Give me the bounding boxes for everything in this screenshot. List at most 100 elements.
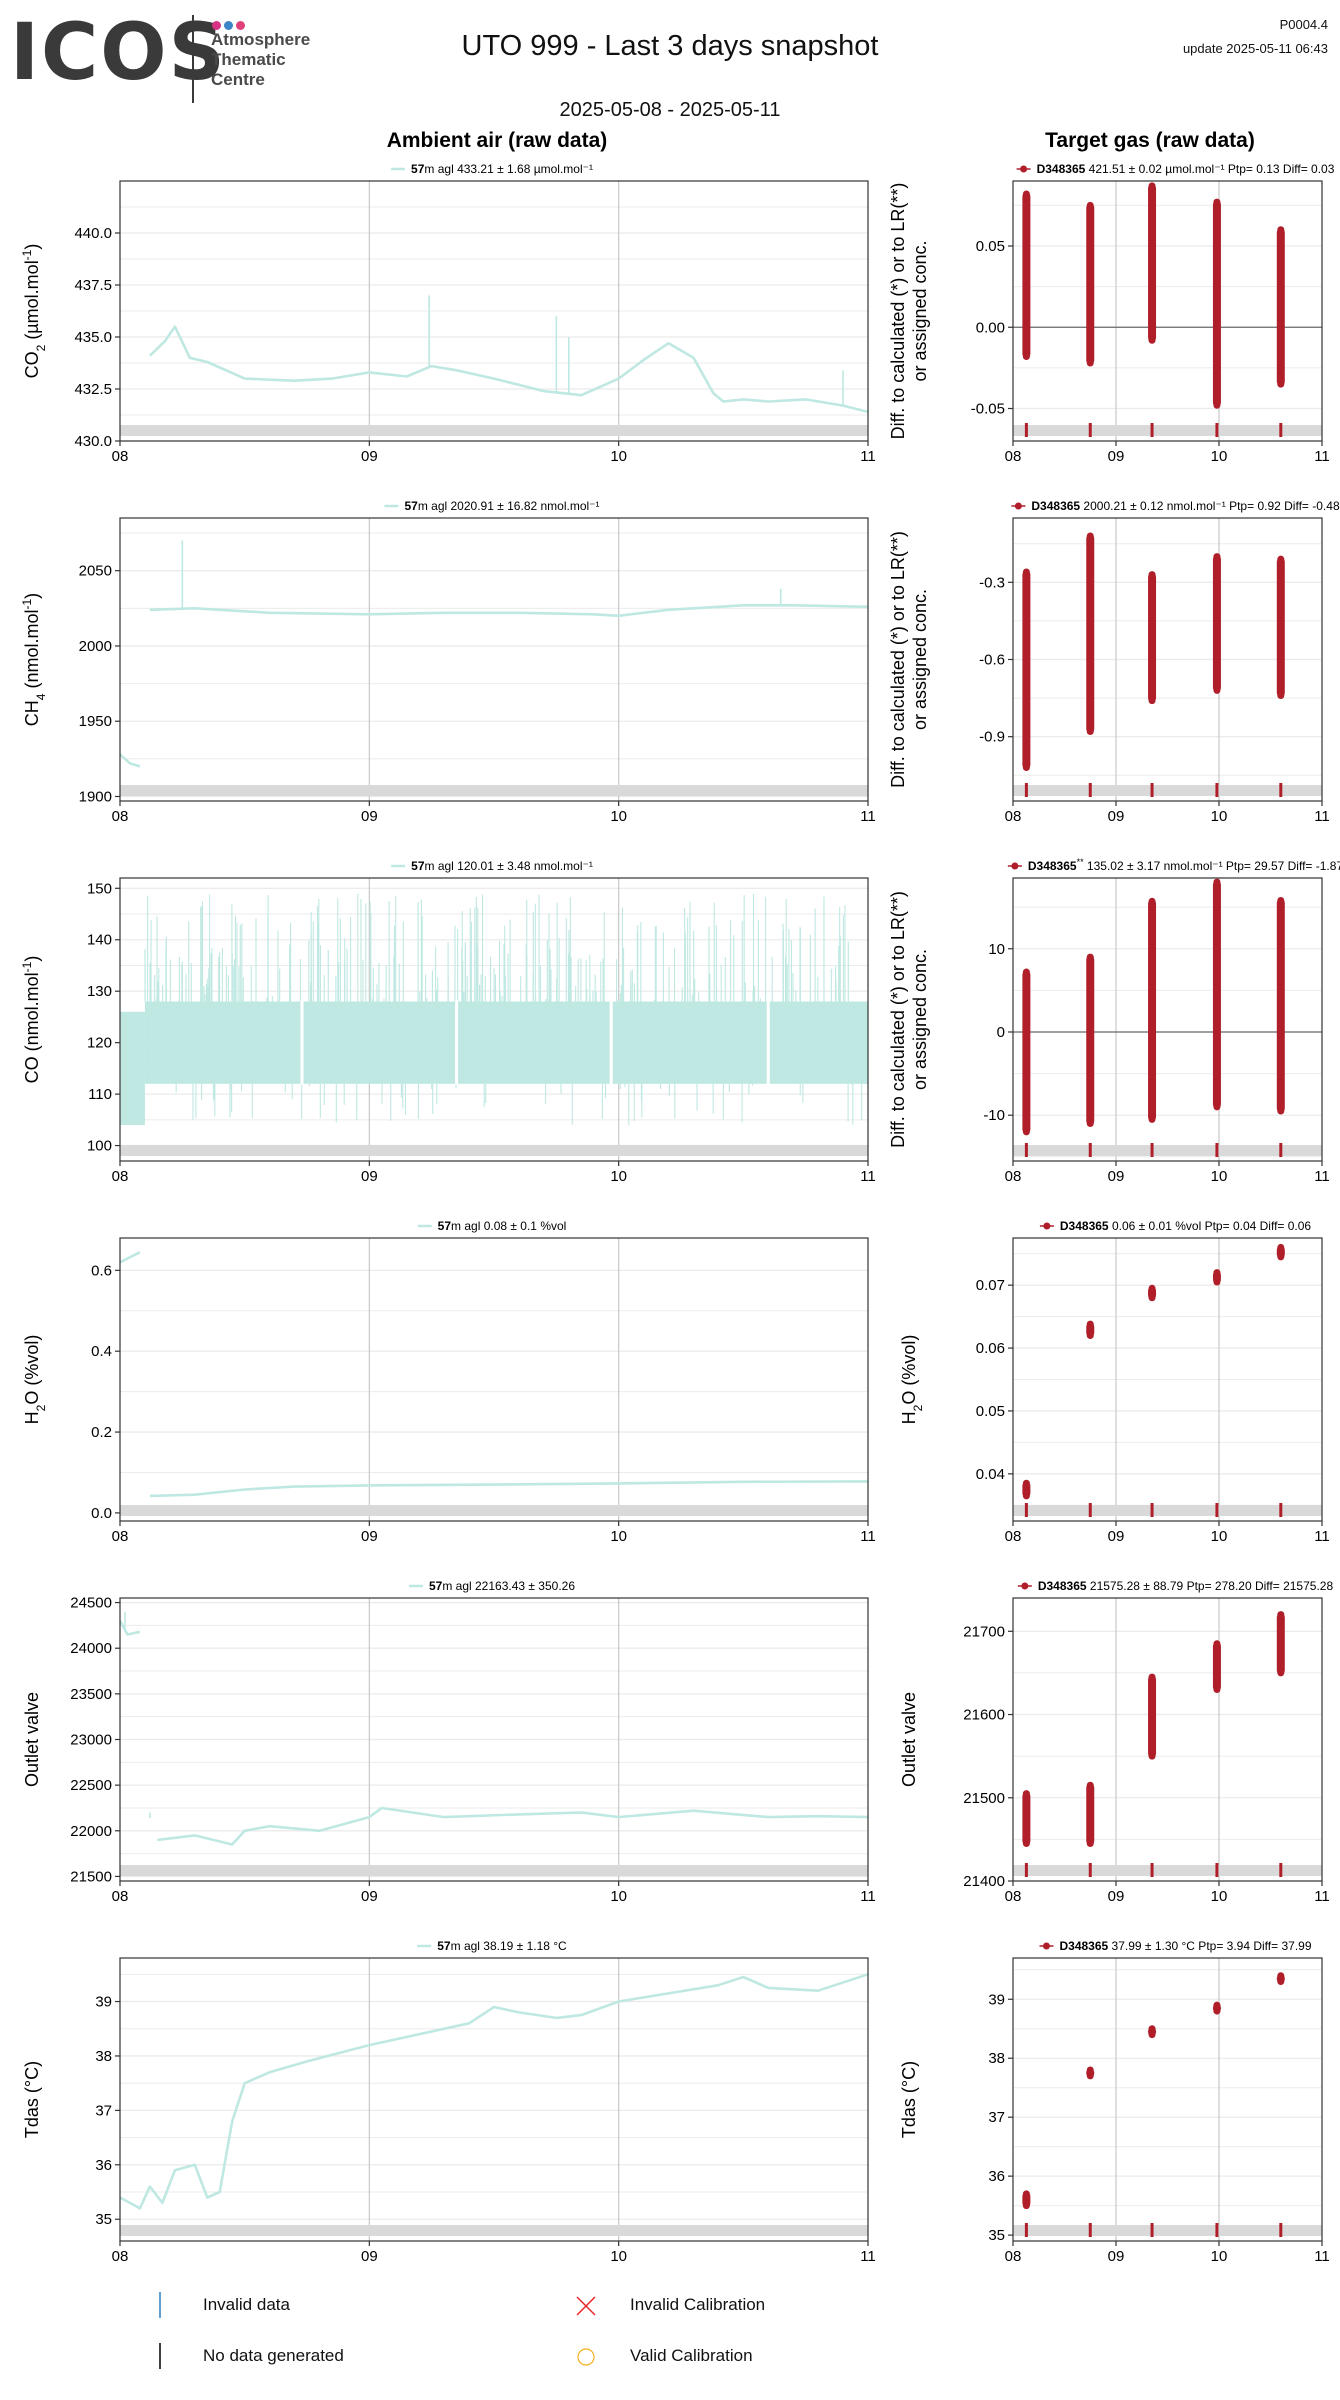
- target-ch4-chart: -0.9 -0.6 -0.3 08 09 10 11 Diff. to calculated …: [888, 499, 1340, 825]
- y-axis-label: or assigned conc.: [910, 949, 930, 1090]
- plot-area: [1013, 878, 1322, 1161]
- x-tick-label: 08: [112, 1528, 129, 1545]
- charts-area: Ambient air (raw data) Target gas (raw da…: [20, 129, 1340, 2265]
- y-tick-label: 100: [87, 1138, 112, 1155]
- x-tick-label: 10: [610, 2248, 627, 2265]
- y-tick-label: 22500: [70, 1777, 112, 1794]
- series-legend: D348365 21575.28 ± 88.79 Ptp= 278.20 Dif…: [1038, 1579, 1334, 1593]
- y-tick-label: 435.0: [74, 329, 112, 346]
- ambient-series-line: [119, 1973, 869, 2210]
- y-tick-label: 0.05: [976, 238, 1005, 255]
- x-tick-label: 10: [1211, 1888, 1228, 1905]
- legend-key-dot: [1021, 1582, 1029, 1590]
- y-tick-label: 21500: [963, 1790, 1005, 1807]
- target-cluster: [1086, 2068, 1095, 2078]
- x-tick-label: 09: [361, 808, 378, 825]
- x-tick-label: 09: [1108, 1528, 1125, 1545]
- legend-valid-calibration: Valid Calibration: [630, 2346, 753, 2365]
- y-axis-label: Outlet valve: [899, 1692, 919, 1787]
- target-cluster: [1276, 898, 1285, 1113]
- data-gap: [766, 1000, 770, 1085]
- page-title: UTO 999 - Last 3 days snapshot: [461, 30, 879, 62]
- target-cluster: [1022, 1792, 1031, 1846]
- target-cluster: [1212, 555, 1221, 692]
- co-band: [144, 1001, 868, 1084]
- plot-frame: [1012, 1597, 1323, 1882]
- legend-key-dot: [1043, 1222, 1051, 1230]
- x-tick-label: 09: [1108, 1168, 1125, 1185]
- target-cluster: [1148, 899, 1157, 1121]
- plot-area: [1013, 1598, 1322, 1881]
- y-tick-label: 0.6: [91, 1262, 112, 1279]
- y-tick-label: -10: [983, 1107, 1005, 1124]
- y-tick-label: 437.5: [74, 277, 112, 294]
- y-tick-label: 0.06: [976, 1340, 1005, 1357]
- x-tick-label: 08: [1005, 1888, 1022, 1905]
- y-tick-label: 35: [95, 2211, 112, 2228]
- plot-frame: [119, 1237, 869, 1522]
- x-tick-label: 11: [860, 1888, 876, 1905]
- target-cluster: [1148, 1286, 1157, 1300]
- plot-area: [120, 1238, 868, 1521]
- ambient-series-line: [119, 604, 869, 768]
- x-tick-label: 11: [1314, 2248, 1330, 2265]
- column-title-target: Target gas (raw data): [1045, 129, 1255, 152]
- plot-area: [1013, 1958, 1322, 2241]
- y-tick-label: 432.5: [74, 381, 112, 398]
- y-axis-label: CO (nmol.mol-1): [20, 956, 42, 1084]
- x-tick-label: 10: [1211, 808, 1228, 825]
- y-tick-label: 37: [988, 2109, 1005, 2126]
- x-tick-label: 08: [1005, 2248, 1022, 2265]
- y-tick-label: 37: [95, 2102, 112, 2119]
- page-code: P0004.4: [1279, 17, 1328, 32]
- x-tick-label: 08: [1005, 448, 1022, 465]
- ambient-outlet-chart: 21500 22000 22500 23000 23500 24000 24500 08 09 1…: [22, 1579, 876, 1905]
- series-legend: D348365 0.06 ± 0.01 %vol Ptp= 0.04 Diff=…: [1060, 1219, 1312, 1233]
- ambient-co2-chart: 430.0 432.5 435.0 437.5 440.0 08 09 10 11 CO2 (µm…: [20, 162, 876, 465]
- x-tick-label: 11: [860, 1528, 876, 1545]
- x-tick-label: 11: [1314, 1168, 1330, 1185]
- data-gap: [300, 1000, 304, 1085]
- target-cluster: [1086, 534, 1095, 734]
- x-tick-label: 10: [610, 1528, 627, 1545]
- y-tick-label: 120: [87, 1035, 112, 1052]
- target-co-chart: -10 0 10 08 09 10 11 Diff. to calculated (*) or…: [888, 857, 1340, 1185]
- ambient-co-chart: 100 110 120 130 140 150 08 09 10 11 CO (nmol.mol-1…: [20, 859, 876, 1185]
- y-tick-label: 440.0: [74, 225, 112, 242]
- target-cluster: [1276, 1974, 1285, 1984]
- y-axis-label: Tdas (°C): [22, 2061, 42, 2138]
- y-tick-label: 23500: [70, 1686, 112, 1703]
- flag-band: [120, 1505, 868, 1516]
- x-tick-label: 08: [112, 1888, 129, 1905]
- update-timestamp: update 2025-05-11 06:43: [1182, 41, 1328, 56]
- target-cluster: [1212, 2003, 1221, 2013]
- x-tick-label: 10: [610, 448, 627, 465]
- y-tick-label: 110: [88, 1086, 112, 1103]
- target-cluster: [1276, 557, 1285, 698]
- y-tick-label: -0.9: [979, 729, 1005, 746]
- flag-band: [1013, 1145, 1322, 1156]
- y-axis-label: Diff. to calculated (*) or to LR(**): [888, 531, 908, 788]
- legend-key-dot: [1011, 862, 1019, 870]
- x-tick-label: 10: [610, 808, 627, 825]
- logo-subtitle-line: Centre: [211, 70, 265, 89]
- x-tick-label: 11: [1314, 808, 1330, 825]
- y-axis-label: or assigned conc.: [910, 589, 930, 730]
- target-cluster: [1276, 228, 1285, 386]
- logo-dot-blue: [224, 21, 233, 30]
- y-tick-label: 39: [95, 1994, 112, 2011]
- y-tick-label: 1950: [79, 713, 112, 730]
- y-axis-label: or assigned conc.: [910, 240, 930, 381]
- ambient-series-line: [148, 325, 869, 414]
- y-tick-label: 140: [87, 932, 112, 949]
- flag-band: [1013, 1505, 1322, 1516]
- y-axis-label: H2O (%vol): [22, 1335, 48, 1425]
- plot-frame: [119, 180, 869, 442]
- plot-area: [120, 518, 868, 801]
- target-cluster: [1212, 880, 1221, 1109]
- y-tick-label: 430.0: [74, 433, 112, 450]
- flag-band: [120, 425, 868, 436]
- target-cluster: [1086, 955, 1095, 1126]
- y-axis-label: Diff. to calculated (*) or to LR(**): [888, 183, 908, 440]
- co-band: [120, 1011, 145, 1125]
